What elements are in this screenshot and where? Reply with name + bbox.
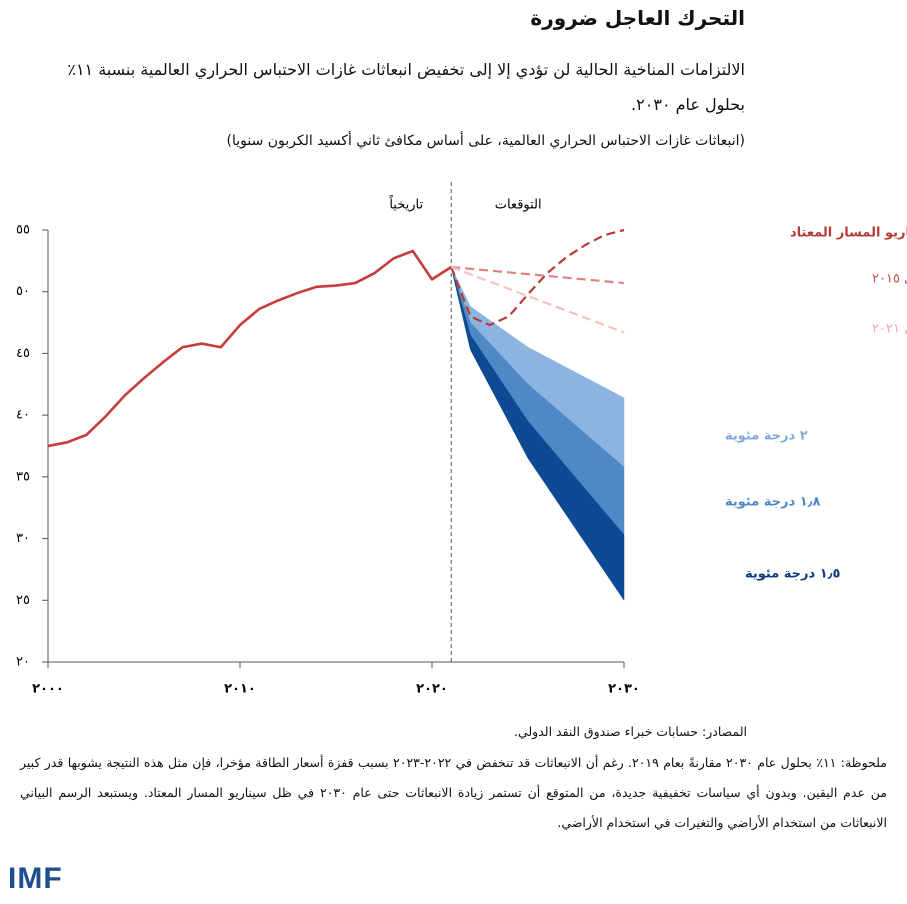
band-label: ١٫٨ درجة مئوية <box>725 495 821 510</box>
y-axis-label: (انبعاثات غازات الاحتباس الحراري العالمي… <box>226 133 745 149</box>
projection-line <box>450 228 625 327</box>
y-tick-label: ٤٠ <box>16 408 30 423</box>
x-tick-label: ٢٠٠٠ <box>32 682 64 697</box>
annotation: تاريخياً <box>389 195 424 213</box>
band-area <box>450 266 625 602</box>
note: ملحوظة: ١١٪ بحلول عام ٢٠٣٠ مقارنةً بعام … <box>20 755 887 830</box>
y-tick-label: ٤٥ <box>16 346 30 361</box>
series-label: سيناريو المسار المعتاد <box>790 226 907 241</box>
band-label: ٢ درجة مئوية <box>725 429 808 444</box>
y-tick-label: ٢٠ <box>16 655 30 670</box>
series-label: المساهمات المحددة وطنياً في ٢٠١٥ <box>872 269 907 287</box>
band-label: ١٫٥ درجة مئوية <box>745 567 841 582</box>
y-tick-label: ٥٠ <box>16 284 30 299</box>
source: المصادر: حسابات خبراء صندوق النقد الدولي… <box>513 724 747 739</box>
x-tick-label: ٢٠٢٠ <box>416 682 448 697</box>
projection-line <box>450 266 625 334</box>
projection-line <box>451 265 625 285</box>
chart-subtitle: الالتزامات المناخية الحالية لن تؤدي إلا … <box>67 60 745 114</box>
x-tick-label: ٢٠٣٠ <box>608 682 640 697</box>
chart-title: التحرك العاجل ضرورة <box>530 6 745 30</box>
annotation: التوقعات <box>495 198 542 213</box>
history-line <box>47 249 452 448</box>
x-tick-label: ٢٠١٠ <box>224 682 256 697</box>
y-tick-label: ٥٥ <box>16 223 30 238</box>
y-tick-label: ٢٥ <box>16 593 30 608</box>
y-tick-label: ٣٥ <box>16 469 30 484</box>
logo: IMF <box>8 862 63 895</box>
y-tick-label: ٣٠ <box>16 531 30 546</box>
series-label: المساهمات المحددة وطنيا في ٢٠٢١ <box>872 322 907 337</box>
